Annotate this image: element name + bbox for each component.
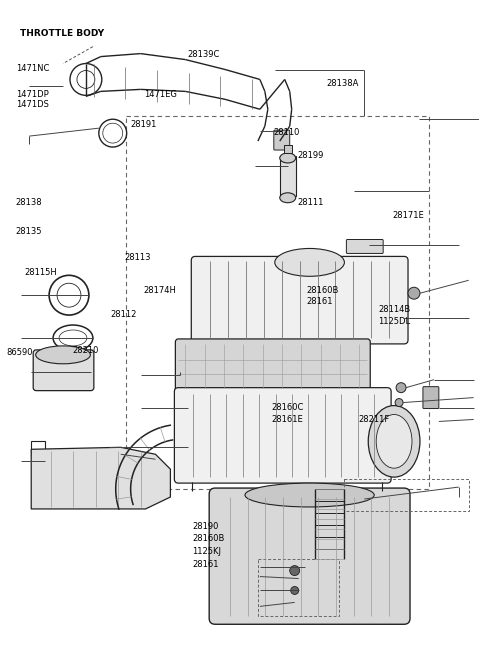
- Ellipse shape: [376, 415, 412, 468]
- Ellipse shape: [280, 153, 296, 163]
- Polygon shape: [31, 447, 170, 509]
- Circle shape: [350, 492, 364, 506]
- Circle shape: [408, 287, 420, 299]
- Text: 28114B: 28114B: [378, 305, 411, 314]
- Text: 28111: 28111: [297, 198, 324, 207]
- FancyBboxPatch shape: [423, 386, 439, 409]
- Ellipse shape: [36, 346, 90, 364]
- Circle shape: [291, 586, 299, 594]
- Text: 28139C: 28139C: [188, 50, 220, 58]
- Text: 28113: 28113: [124, 253, 151, 262]
- Text: 28211F: 28211F: [359, 415, 390, 424]
- Circle shape: [395, 399, 403, 407]
- Circle shape: [396, 382, 406, 393]
- Text: 28138A: 28138A: [326, 79, 358, 88]
- FancyBboxPatch shape: [192, 256, 408, 344]
- FancyBboxPatch shape: [174, 388, 391, 483]
- Bar: [280, 156, 296, 195]
- Text: 28138: 28138: [16, 198, 42, 207]
- Text: 28160B: 28160B: [192, 533, 225, 543]
- Ellipse shape: [280, 193, 296, 203]
- FancyBboxPatch shape: [274, 130, 290, 150]
- Text: 28191: 28191: [130, 120, 156, 129]
- Text: 1471NC: 1471NC: [16, 64, 49, 73]
- Text: 28110: 28110: [274, 128, 300, 137]
- FancyBboxPatch shape: [209, 488, 410, 625]
- Ellipse shape: [245, 483, 374, 507]
- Text: 28135: 28135: [16, 227, 42, 236]
- Bar: [31, 441, 45, 455]
- Text: 28161: 28161: [307, 297, 333, 306]
- Text: 28115H: 28115H: [24, 268, 57, 277]
- Text: 28160B: 28160B: [307, 285, 339, 295]
- FancyBboxPatch shape: [33, 350, 94, 390]
- Text: 28171E: 28171E: [393, 211, 424, 220]
- Circle shape: [34, 461, 42, 468]
- FancyBboxPatch shape: [347, 239, 383, 253]
- Text: THROTTLE BODY: THROTTLE BODY: [21, 29, 105, 37]
- Text: 28161E: 28161E: [271, 415, 303, 424]
- Text: 28160C: 28160C: [271, 403, 303, 412]
- Text: 28161: 28161: [192, 560, 219, 569]
- Text: 28174H: 28174H: [144, 285, 177, 295]
- Text: 1125DL: 1125DL: [378, 317, 410, 326]
- FancyBboxPatch shape: [175, 339, 370, 393]
- Text: 1471DP: 1471DP: [16, 90, 48, 99]
- Text: 1471EG: 1471EG: [144, 90, 178, 99]
- Ellipse shape: [275, 249, 344, 276]
- Bar: [284, 145, 292, 153]
- Text: 28112: 28112: [110, 310, 137, 319]
- Circle shape: [290, 565, 300, 575]
- Text: 28210: 28210: [72, 346, 98, 356]
- Text: 1125KJ: 1125KJ: [192, 546, 221, 556]
- Text: 28190: 28190: [192, 522, 219, 531]
- Text: 28199: 28199: [297, 151, 324, 159]
- Ellipse shape: [368, 405, 420, 477]
- Text: 86590: 86590: [6, 348, 33, 358]
- Text: 1471DS: 1471DS: [16, 100, 48, 109]
